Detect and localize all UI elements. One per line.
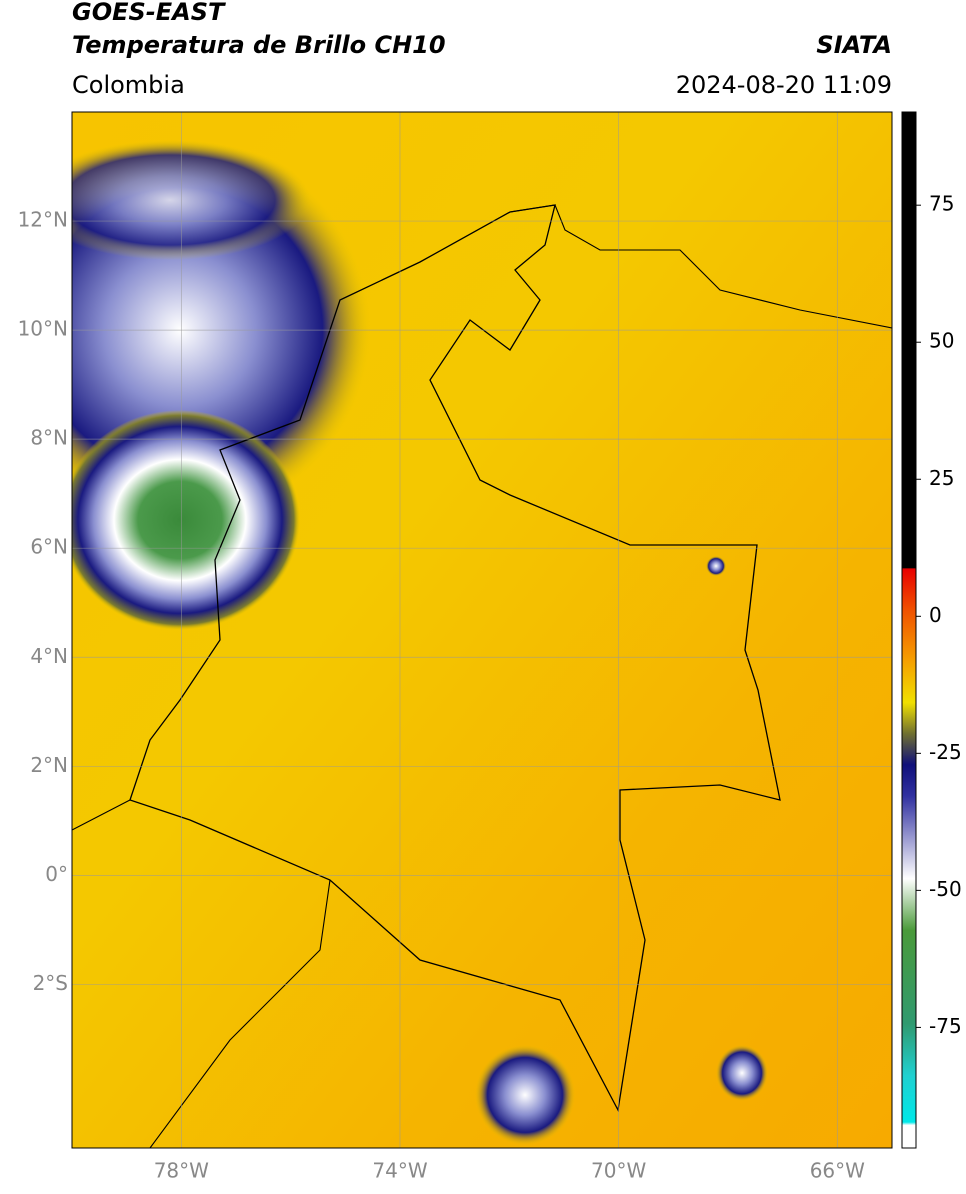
colorbar-tick-label: -50 bbox=[929, 877, 962, 901]
y-tick-label: 8°N bbox=[30, 426, 68, 450]
colorbar bbox=[901, 111, 917, 1149]
y-tick-label: 0° bbox=[45, 862, 68, 886]
cloud bbox=[716, 1045, 768, 1101]
colorbar-tick-label: 0 bbox=[929, 603, 942, 627]
cloud bbox=[706, 556, 726, 576]
subtitle: Temperatura de Brillo CH10 bbox=[72, 31, 446, 59]
region: Colombia bbox=[72, 71, 185, 99]
y-tick-label: 4°N bbox=[30, 644, 68, 668]
y-tick-label: 2°N bbox=[30, 753, 68, 777]
y-tick-label: 2°S bbox=[33, 971, 68, 995]
colorbar-tick-label: 25 bbox=[929, 466, 954, 490]
x-tick-label: 74°W bbox=[372, 1159, 427, 1183]
y-tick-label: 12°N bbox=[18, 208, 68, 232]
coastline bbox=[72, 799, 331, 1148]
coastline bbox=[509, 204, 892, 329]
cloud bbox=[72, 140, 310, 260]
y-tick-label: 6°N bbox=[30, 535, 68, 559]
colorbar-tick-label: 75 bbox=[929, 192, 954, 216]
datetime: 2024-08-20 11:09 bbox=[676, 71, 892, 99]
x-tick-label: 66°W bbox=[810, 1159, 865, 1183]
y-tick-label: 10°N bbox=[18, 317, 68, 341]
storm bbox=[72, 410, 300, 630]
map-image bbox=[72, 112, 892, 1148]
colorbar-tick-label: 50 bbox=[929, 329, 954, 353]
cloud bbox=[475, 1045, 575, 1145]
title: GOES-EAST bbox=[72, 0, 226, 26]
source: SIATA bbox=[816, 31, 892, 59]
x-tick-label: 78°W bbox=[154, 1159, 209, 1183]
colombia-border bbox=[129, 204, 781, 1113]
x-tick-label: 70°W bbox=[591, 1159, 646, 1183]
colorbar-tick-label: -75 bbox=[929, 1014, 962, 1038]
map-frame bbox=[71, 111, 893, 1149]
colorbar-tick-label: -25 bbox=[929, 740, 962, 764]
